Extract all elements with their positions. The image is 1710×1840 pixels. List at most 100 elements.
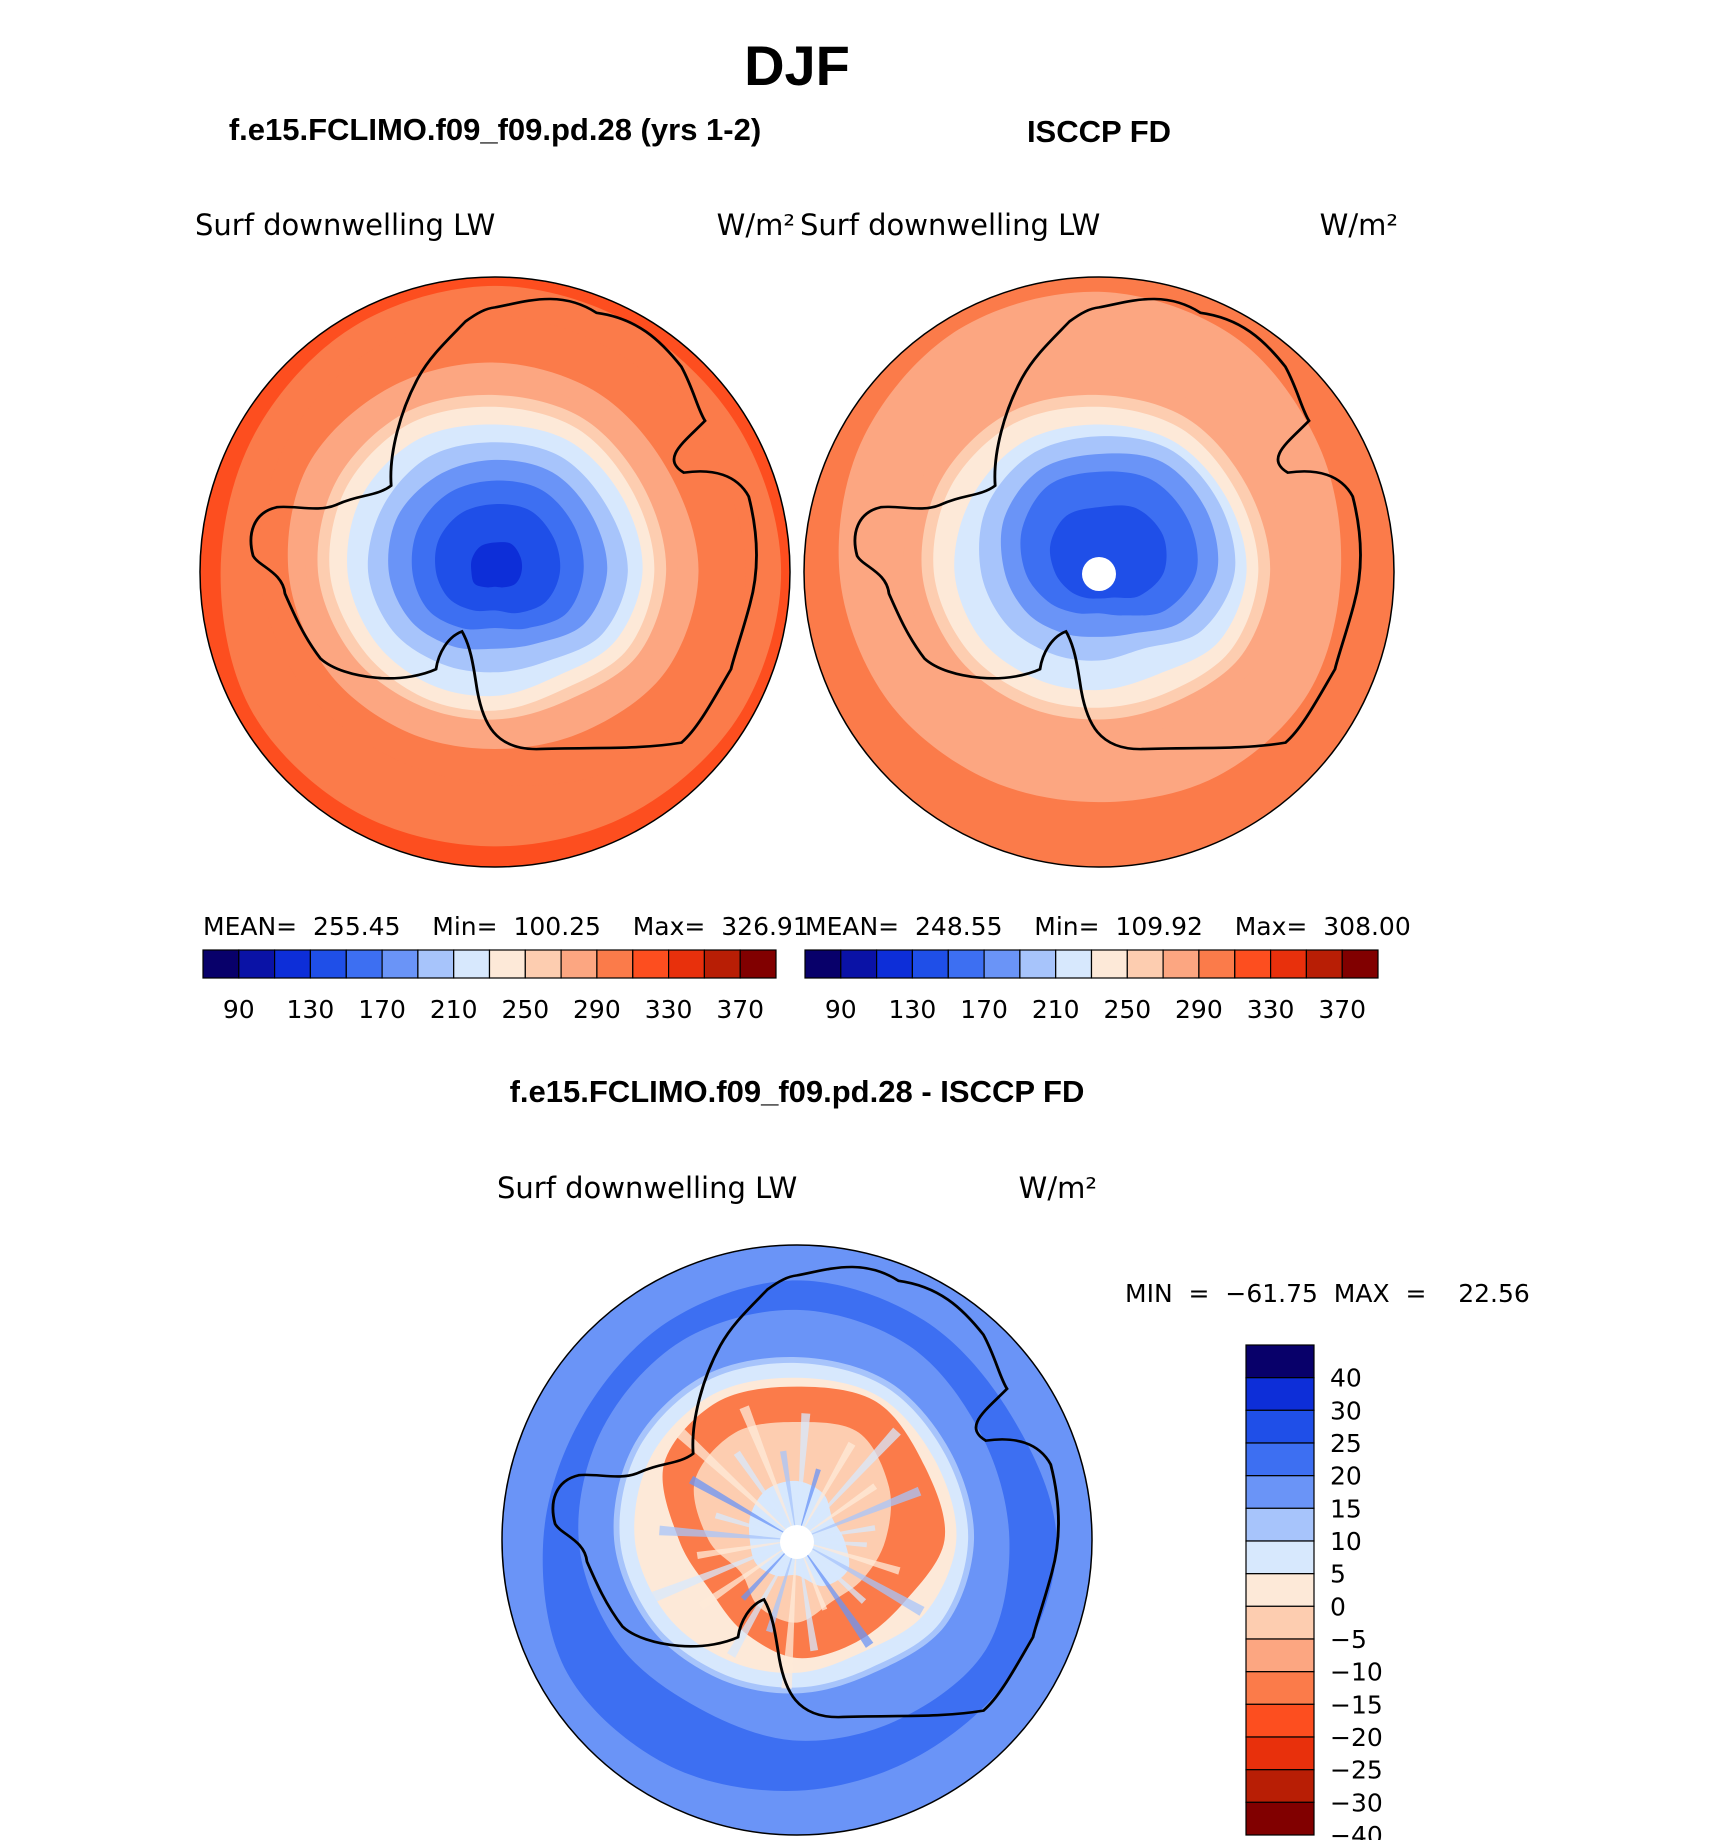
cbar1-swatch-9	[524, 949, 562, 979]
units-label-1: W/m²	[717, 208, 795, 242]
cbar1-swatch-12	[632, 949, 670, 979]
map-boundary-1	[199, 276, 791, 868]
cbar3-tick-0: 40	[1330, 1364, 1362, 1393]
cbar1-tick-2: 170	[358, 995, 406, 1024]
cbar1-swatch-0	[202, 949, 240, 979]
cbar2-swatch-10	[1162, 949, 1200, 979]
cbar3-tick-13: −30	[1330, 1788, 1383, 1817]
cbar1-swatch-7	[453, 949, 491, 979]
cbar1-tick-0: 90	[223, 995, 255, 1024]
cbar1-swatch-13	[667, 949, 705, 979]
cbar2-swatch-0	[804, 949, 842, 979]
cbar2-swatch-12	[1234, 949, 1272, 979]
map3-streak-1	[797, 1540, 901, 1575]
cbar2-tick-6: 330	[1247, 995, 1295, 1024]
cbar2-swatch-11	[1198, 949, 1236, 979]
pole-hole-3	[780, 1525, 814, 1559]
cbar3-tick-10: −15	[1330, 1690, 1383, 1719]
cbar2-swatch-5	[983, 949, 1021, 979]
cbar2-tick-5: 290	[1175, 995, 1223, 1024]
map-panel-obs	[803, 276, 1395, 868]
cbar1-tick-7: 370	[716, 995, 764, 1024]
cbar3-swatch-12	[1245, 1736, 1315, 1771]
cbar1-tick-6: 330	[645, 995, 693, 1024]
pole-hole-2	[1082, 557, 1116, 591]
map-boundary-2	[803, 276, 1395, 868]
map3-streak-2	[797, 1540, 925, 1616]
cbar3-swatch-13	[1245, 1769, 1315, 1803]
cbar2-tick-4: 250	[1103, 995, 1151, 1024]
cbar2-swatch-1	[840, 949, 878, 979]
map3-streak-20	[780, 1450, 797, 1540]
cbar2-tick-0: 90	[825, 995, 857, 1024]
map3-streak-22	[797, 1468, 821, 1540]
cbar2-swatch-4	[947, 949, 985, 979]
minmax-label: MIN = −61.75 MAX = 22.56	[1125, 1279, 1530, 1308]
cbar3-swatch-5	[1245, 1507, 1315, 1542]
case-title-2: ISCCP FD	[1027, 114, 1171, 149]
cbar3-swatch-4	[1245, 1475, 1315, 1509]
map3-streak-4	[797, 1540, 874, 1648]
map3-streak-8	[766, 1540, 797, 1633]
map3-streak-25	[797, 1483, 878, 1540]
map-boundary-3	[501, 1244, 1093, 1836]
map-panel-model	[199, 276, 791, 868]
map3-streak-24	[797, 1427, 901, 1540]
units-label-3: W/m²	[1019, 1171, 1097, 1205]
map3-streak-19	[739, 1405, 797, 1540]
map3-streak-14	[659, 1525, 797, 1540]
colorbar-model: 90 130 170 210 250 290 330 370	[202, 949, 777, 1024]
cbar1-tick-1: 130	[287, 995, 335, 1024]
cbar2-swatch-6	[1019, 949, 1057, 979]
cbar3-tick-8: −5	[1330, 1625, 1367, 1654]
map2-contour-9	[1049, 505, 1167, 599]
units-label-2: W/m²	[1320, 208, 1398, 242]
difference-title: f.e15.FCLIMO.f09_f09.pd.28 - ISCCP FD	[510, 1074, 1085, 1109]
cbar3-swatch-10	[1245, 1671, 1315, 1705]
cbar1-swatch-4	[345, 949, 383, 979]
map3-streak-6	[797, 1540, 819, 1652]
map3-streak-7	[781, 1540, 797, 1689]
cbar3-tick-2: 25	[1330, 1429, 1362, 1458]
map3-streak-3	[797, 1540, 867, 1604]
cbar1-swatch-3	[309, 949, 347, 979]
map3-streak-26	[797, 1486, 922, 1540]
cbar1-swatch-11	[596, 949, 634, 979]
cbar3-tick-5: 10	[1330, 1527, 1362, 1556]
cbar3-swatch-6	[1245, 1540, 1315, 1575]
cbar2-swatch-7	[1055, 949, 1093, 979]
variable-label-1: Surf downwelling LW	[195, 208, 495, 242]
cbar2-swatch-15	[1341, 949, 1379, 979]
cbar2-tick-7: 370	[1318, 995, 1366, 1024]
stats-line-2: MEAN= 248.55 Min= 109.92 Max= 308.00	[805, 912, 1411, 941]
map3-streak-16	[689, 1475, 797, 1540]
case-title-1: f.e15.FCLIMO.f09_f09.pd.28 (yrs 1-2)	[229, 112, 761, 147]
cbar3-swatch-3	[1245, 1442, 1315, 1477]
map3-streak-15	[714, 1512, 797, 1540]
colorbar-difference: 40 30 25 20 15 10 5 0 −5 −10 −15 −20 −25 −30 −40	[1245, 1344, 1383, 1840]
cbar3-tick-6: 5	[1330, 1560, 1346, 1589]
stats-line-1: MEAN= 255.45 Min= 100.25 Max= 326.91	[203, 912, 809, 941]
map-panel-difference	[501, 1244, 1093, 1836]
cbar3-tick-9: −10	[1330, 1658, 1383, 1687]
cbar3-swatch-14	[1245, 1801, 1315, 1836]
cbar1-swatch-10	[560, 949, 598, 979]
map3-streak-27	[797, 1525, 876, 1540]
season-title: DJF	[744, 34, 850, 97]
cbar2-swatch-8	[1090, 949, 1128, 979]
map3-streak-21	[797, 1413, 811, 1540]
map3-streak-23	[797, 1441, 856, 1540]
cbar1-swatch-15	[739, 949, 777, 979]
cbar3-swatch-9	[1245, 1638, 1315, 1673]
map3-streak-10	[740, 1540, 797, 1601]
cbar1-tick-5: 290	[573, 995, 621, 1024]
cbar3-tick-3: 20	[1330, 1462, 1362, 1491]
cbar2-swatch-2	[875, 949, 913, 979]
map3-streak-17	[676, 1428, 797, 1540]
variable-label-2: Surf downwelling LW	[800, 208, 1100, 242]
map3-streak-12	[652, 1540, 797, 1602]
cbar1-tick-4: 250	[501, 995, 549, 1024]
cbar3-swatch-2	[1245, 1409, 1315, 1444]
cbar1-swatch-6	[417, 949, 455, 979]
cbar1-swatch-14	[703, 949, 741, 979]
